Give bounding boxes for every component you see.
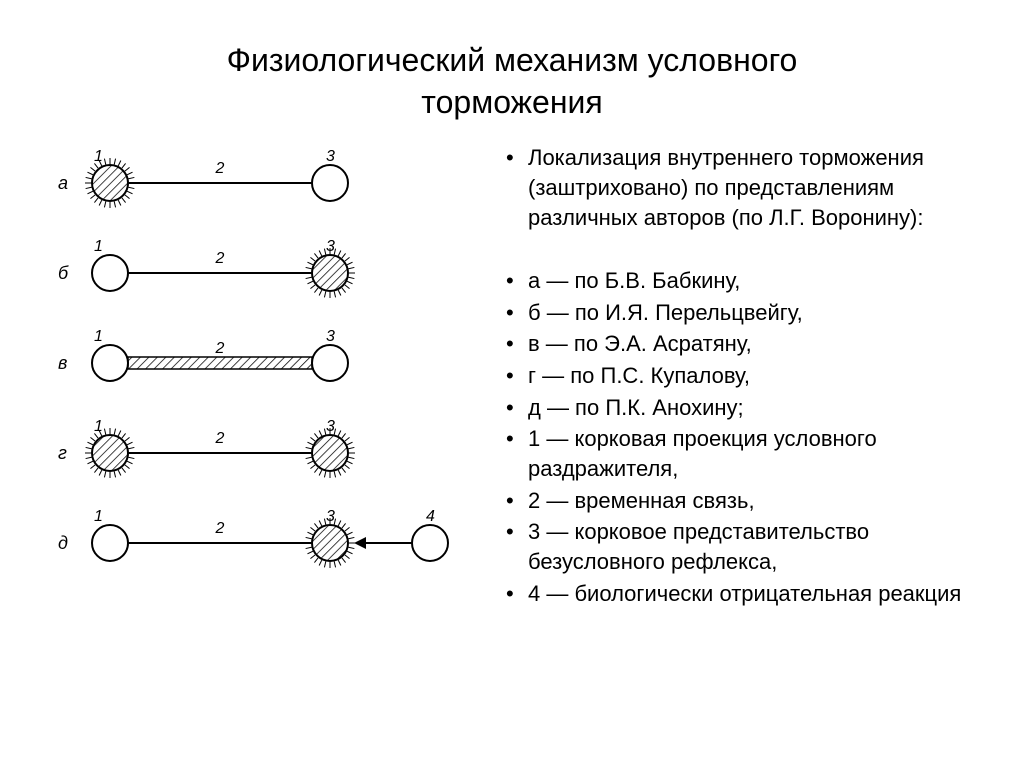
svg-text:1: 1 [94,148,103,165]
svg-text:3: 3 [326,148,335,165]
diagram-column: а 2 1 3 б 2 1 3 в 2 1 3 г 2 1 3 д 2 1 3 4 [40,143,460,610]
bullet-4: 4 — биологически отрицательная реакция [500,579,984,609]
bullet-blank [500,234,984,264]
svg-text:2: 2 [215,160,225,177]
svg-text:1: 1 [94,418,103,435]
inhibition-diagram: а 2 1 3 б 2 1 3 в 2 1 3 г 2 1 3 д 2 1 3 4 [40,143,460,603]
svg-text:2: 2 [215,340,225,357]
bullet-1: 1 — корковая проекция условного раздражи… [500,424,984,483]
svg-text:3: 3 [326,328,335,345]
svg-text:а: а [58,173,68,193]
bullet-list: Локализация внутреннего торможения (зашт… [500,143,984,608]
bullet-2: 2 — временная связь, [500,486,984,516]
title-line-2: торможения [421,84,602,120]
svg-text:б: б [58,263,69,283]
svg-text:4: 4 [426,508,435,525]
svg-text:1: 1 [94,508,103,525]
svg-text:в: в [58,353,67,373]
bullet-g: г — по П.С. Купалову, [500,361,984,391]
svg-text:2: 2 [215,430,225,447]
content-area: а 2 1 3 б 2 1 3 в 2 1 3 г 2 1 3 д 2 1 3 4 Локализация внутре… [0,143,1024,610]
svg-text:2: 2 [215,520,225,537]
bullet-d: д — по П.К. Анохину; [500,393,984,423]
title-line-1: Физиологический механизм условного [227,42,798,78]
bullet-v: в — по Э.А. Асратяну, [500,329,984,359]
svg-text:3: 3 [326,418,335,435]
svg-text:3: 3 [326,508,335,525]
bullet-intro: Локализация внутреннего торможения (зашт… [500,143,984,232]
svg-text:3: 3 [326,238,335,255]
text-column: Локализация внутреннего торможения (зашт… [460,143,984,610]
svg-text:1: 1 [94,328,103,345]
svg-text:д: д [58,533,68,553]
page-title: Физиологический механизм условного тормо… [0,0,1024,143]
bullet-3: 3 — корковое представительство безусловн… [500,517,984,576]
svg-text:1: 1 [94,238,103,255]
bullet-a: а — по Б.В. Бабкину, [500,266,984,296]
svg-text:2: 2 [215,250,225,267]
svg-text:г: г [58,443,67,463]
bullet-b: б — по И.Я. Перельцвейгу, [500,298,984,328]
